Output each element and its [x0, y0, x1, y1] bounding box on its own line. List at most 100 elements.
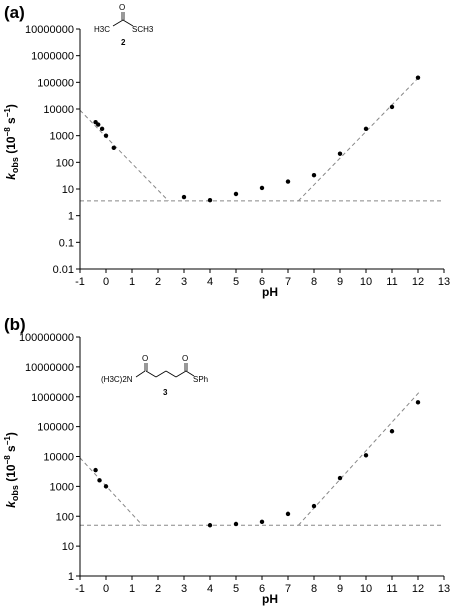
data-point	[285, 179, 291, 184]
y-tick-label: 0.1	[59, 237, 74, 249]
plot-a: -1 0 1 2 3 4 5 6 7 8 9 10 11 12 13 0.010.1110100100010…	[25, 24, 450, 288]
y-ticks-b: 1 10 100 1000 10000 100000 1000000 10000000 1000…	[19, 332, 80, 583]
x-tick-label: 9	[337, 276, 343, 288]
compound-3-structure: (H3C)2N O O SPh 3	[101, 354, 208, 397]
data-point	[337, 151, 343, 156]
y-tick-label: 1000	[50, 481, 74, 493]
fit-lines-a	[79, 75, 444, 202]
y-tick-label: 1	[68, 211, 74, 223]
data-point	[389, 104, 395, 110]
y-tick-label: 1000000	[31, 392, 74, 404]
y-tick-label: 1000000	[31, 51, 74, 63]
data-point	[99, 126, 105, 132]
fit-line	[79, 457, 143, 526]
compound-2-number: 2	[121, 38, 126, 47]
x-tick-label: 1	[129, 583, 135, 595]
data-point	[97, 478, 102, 483]
structure-3-left-group: (H3C)2N	[101, 375, 133, 384]
data-point	[207, 523, 213, 528]
x-tick-label: 6	[259, 583, 265, 595]
x-axis-title-a: pH	[262, 285, 278, 299]
data-point	[285, 511, 291, 517]
x-tick-label: 7	[285, 583, 291, 595]
x-tick-label: 0	[103, 583, 109, 595]
data-point	[93, 467, 98, 473]
x-tick-label: 4	[207, 276, 213, 288]
data-point	[181, 194, 187, 200]
y-tick-label: 100	[56, 511, 74, 523]
compound-2-structure: O H3C SCH3 2	[94, 3, 154, 47]
data-point	[311, 503, 317, 509]
panel-a: (a) O H3C SCH3 2 -1 0 1 2 3 4 5 6 7 8 9 10 11 12 13 0.…	[3, 3, 450, 299]
x-ticks-b: -1 0 1 2 3 4 5 6 7 8 9 10 11 12 13	[75, 576, 450, 595]
data-point	[363, 126, 369, 132]
x-tick-label: 10	[360, 276, 372, 288]
y-tick-label: 100	[56, 157, 74, 169]
structure-3-oxygen-2: O	[182, 354, 188, 363]
panel-b: (b) (H3C)2N O O SPh 3 -1 0 1 2 3 4 5 6 7 8 9 10 11 12…	[3, 315, 450, 606]
structure-2-oxygen: O	[119, 3, 125, 12]
data-point	[259, 519, 265, 525]
x-tick-label: 11	[386, 583, 397, 595]
data-point	[415, 400, 421, 405]
y-tick-label: 1000	[50, 131, 74, 143]
y-axis-title-b: kobs (10−8 s−1)	[3, 432, 20, 508]
data-point	[363, 453, 369, 458]
data-point	[233, 191, 239, 197]
data-point	[103, 133, 109, 138]
data-point	[111, 145, 117, 151]
fit-line	[298, 390, 421, 526]
x-tick-label: 0	[103, 276, 109, 288]
structure-3-oxygen-1: O	[142, 354, 148, 363]
x-tick-label: 6	[259, 276, 265, 288]
x-tick-label: 13	[438, 276, 450, 288]
data-point	[337, 475, 343, 481]
x-tick-label: 5	[233, 583, 239, 595]
x-tick-label: 9	[337, 583, 343, 595]
panel-b-label: (b)	[4, 315, 26, 334]
structure-2-left-group: H3C	[94, 25, 110, 34]
y-tick-label: 0.01	[53, 264, 74, 276]
data-points-b	[93, 400, 421, 528]
y-tick-label: 10000	[43, 452, 74, 464]
y-tick-label: 100000	[37, 422, 74, 434]
x-tick-label: 12	[412, 276, 424, 288]
data-point	[207, 198, 213, 203]
x-tick-label: 4	[207, 583, 213, 595]
x-tick-label: 7	[285, 276, 291, 288]
y-axis-title-a: kobs (10−8 s−1)	[3, 104, 20, 180]
panel-a-label: (a)	[4, 3, 25, 22]
x-tick-label: 10	[360, 583, 372, 595]
y-tick-label: 10000	[43, 104, 74, 116]
y-tick-label: 10	[62, 541, 74, 553]
x-tick-label: 3	[181, 583, 187, 595]
x-tick-label: 2	[155, 583, 161, 595]
data-point	[103, 484, 109, 489]
data-point	[415, 75, 421, 80]
x-tick-label: 2	[155, 276, 161, 288]
data-points-a	[93, 75, 421, 203]
fit-line	[79, 109, 169, 202]
y-tick-label: 10000000	[25, 362, 74, 374]
x-axis-title-b: pH	[262, 592, 278, 606]
fit-lines-b	[79, 390, 444, 526]
y-tick-label: 10000000	[25, 24, 74, 36]
x-tick-label: 1	[129, 276, 135, 288]
compound-3-number: 3	[163, 388, 168, 397]
x-tick-label: 3	[181, 276, 187, 288]
x-tick-label: 8	[311, 276, 317, 288]
y-ticks-a: 0.01 0.1 1 10 100 1000 10000 100000 1000000 10000…	[25, 24, 80, 276]
data-point	[233, 521, 239, 527]
x-tick-label: 11	[386, 276, 397, 288]
x-tick-label: 12	[412, 583, 424, 595]
fit-line	[298, 75, 421, 202]
data-point	[259, 185, 265, 191]
data-point	[96, 122, 101, 127]
y-tick-label: 10	[62, 184, 74, 196]
x-tick-label: -1	[75, 276, 85, 288]
y-tick-label: 100000000	[19, 332, 74, 344]
structure-2-right-group: SCH3	[132, 25, 154, 34]
structure-3-right-group: SPh	[193, 375, 208, 384]
y-tick-label: 100000	[37, 77, 74, 89]
